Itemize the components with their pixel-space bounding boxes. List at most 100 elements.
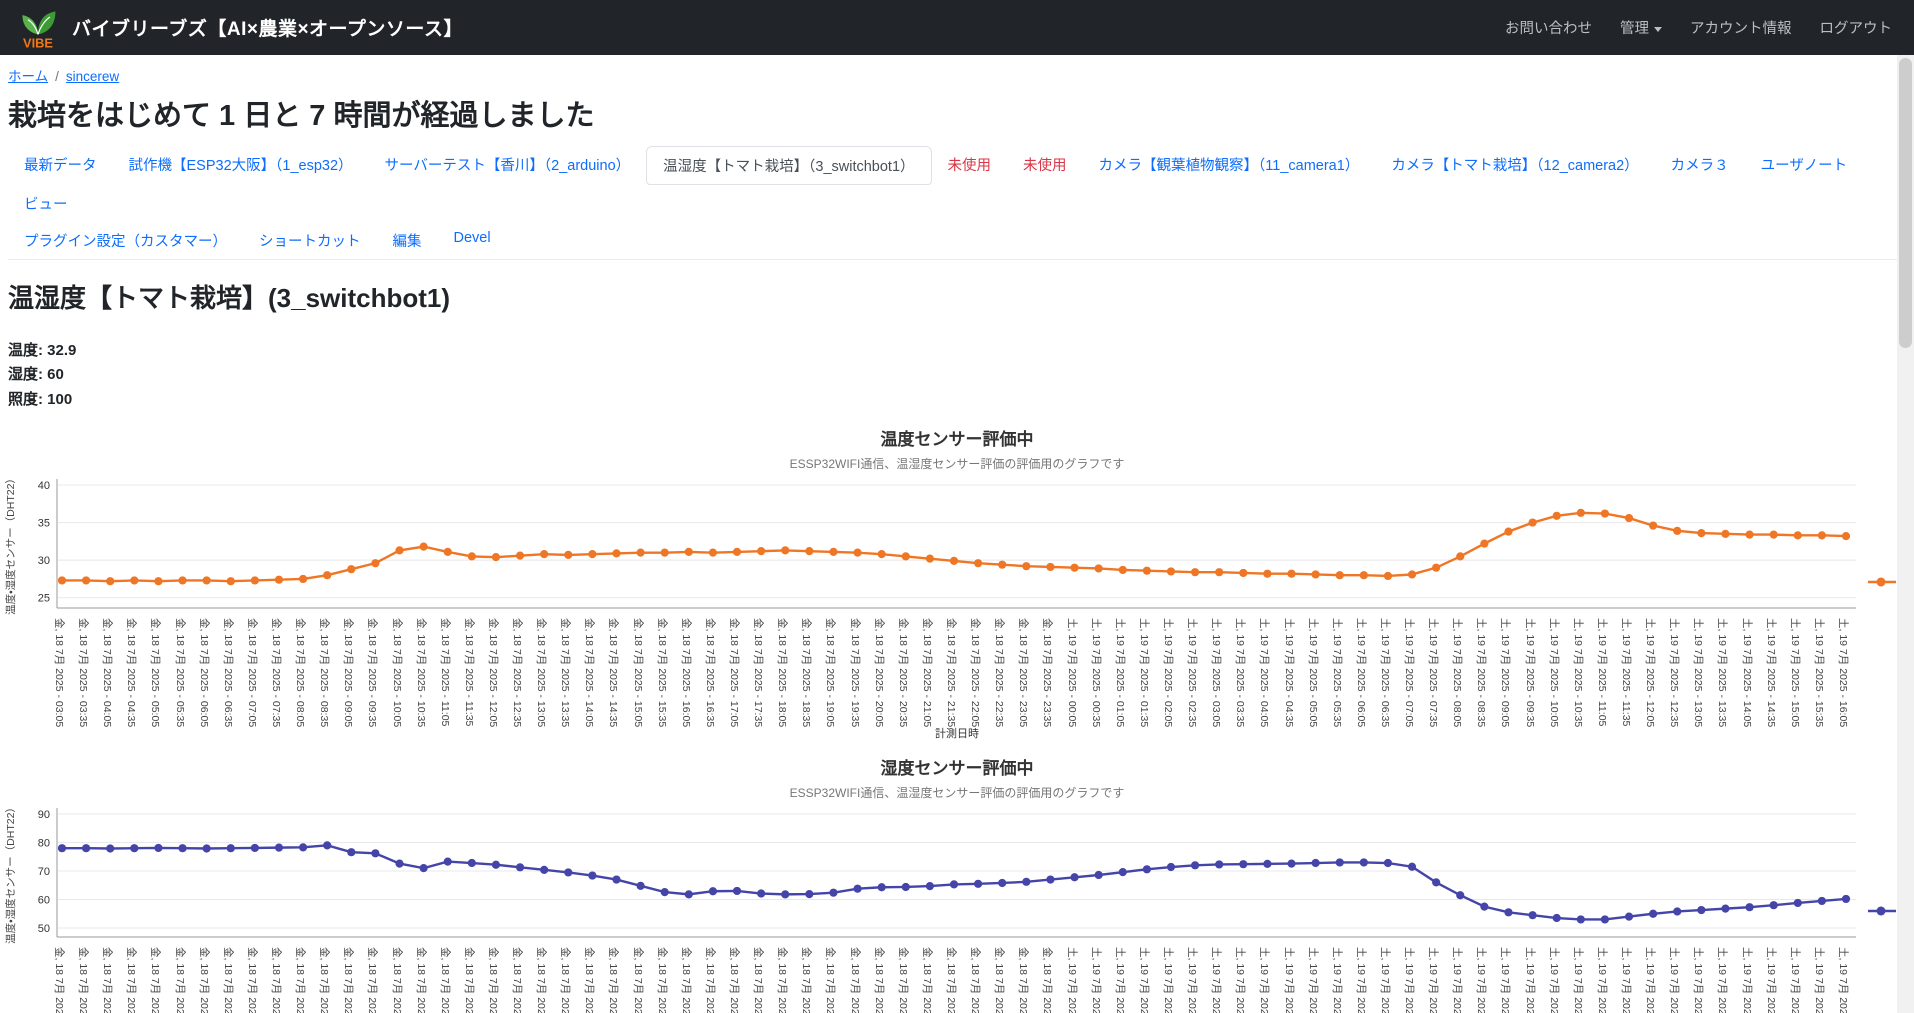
x-tick-label: 土, 19 7月 2025 - 03:35	[1234, 617, 1247, 728]
x-tick-label: 金, 18 7月 2025 - 15:35	[655, 617, 668, 728]
x-tick-label: 金, 18 7月 2025 - 08:35	[318, 617, 331, 728]
x-tick-label: 土, 19 7月 2025 - 10:35	[1571, 946, 1584, 1013]
x-tick-label: 土, 19 7月 2025 - 04:35	[1282, 946, 1295, 1013]
x-tick-label: 土, 19 7月 2025 - 12:35	[1668, 617, 1681, 728]
x-tick-label: 金, 18 7月 2025 - 11:05	[438, 617, 451, 727]
humidity-chart-title: 湿度センサー評価中	[880, 758, 1034, 778]
temperature-chart-plot: 40 35 30 25 温度・湿度センサー（DHT22） 金, 18 7月 2025 - …	[0, 473, 1914, 737]
tab-esp32-osaka[interactable]: 試作機【ESP32大阪】（1_esp32）	[128, 158, 353, 174]
x-tick-label: 土, 19 7月 2025 - 11:35	[1620, 946, 1633, 1013]
tab-unused-2[interactable]: 未使用	[1023, 158, 1067, 174]
x-tick-label: 金, 18 7月 2025 - 19:35	[848, 617, 861, 728]
x-tick-label: 金, 18 7月 2025 - 15:05	[631, 946, 644, 1013]
x-tick-label: 金, 18 7月 2025 - 23:35	[1041, 946, 1054, 1013]
logout-link[interactable]: ログアウト	[1819, 21, 1893, 37]
x-tick-label: 土, 19 7月 2025 - 02:35	[1186, 946, 1199, 1013]
account-info-link[interactable]: アカウント情報	[1690, 21, 1792, 37]
x-tick-label: 土, 19 7月 2025 - 15:05	[1788, 946, 1801, 1013]
x-tick-label: 土, 19 7月 2025 - 14:05	[1740, 946, 1753, 1013]
x-tick-label: 金, 18 7月 2025 - 13:05	[535, 946, 548, 1013]
x-tick-label: 土, 19 7月 2025 - 01:35	[1137, 617, 1150, 728]
x-tick-label: 土, 19 7月 2025 - 09:05	[1499, 946, 1512, 1013]
x-tick-label: 土, 19 7月 2025 - 16:05	[1837, 617, 1849, 728]
tab-shortcut[interactable]: ショートカット	[259, 234, 361, 250]
breadcrumb-separator: /	[55, 69, 59, 84]
x-tick-label: 金, 18 7月 2025 - 23:05	[1017, 617, 1030, 728]
tab-camera1[interactable]: カメラ【観葉植物観察】（11_camera1）	[1098, 158, 1360, 174]
breadcrumb-current-link[interactable]: sincerew	[65, 69, 120, 84]
x-tick-label: 土, 19 7月 2025 - 10:05	[1547, 946, 1560, 1013]
x-tick-label: 土, 19 7月 2025 - 09:35	[1523, 946, 1536, 1013]
temperature-x-axis-title: 計測日時	[935, 727, 979, 740]
dropdown-caret-icon	[1654, 26, 1662, 32]
x-tick-label: 土, 19 7月 2025 - 09:35	[1523, 617, 1536, 728]
tab-view[interactable]: ビュー	[24, 197, 68, 213]
x-tick-label: 土, 19 7月 2025 - 08:05	[1451, 946, 1464, 1013]
x-tick-label: 土, 19 7月 2025 - 01:05	[1113, 617, 1126, 728]
x-tick-label: 金, 18 7月 2025 - 03:05	[53, 617, 65, 728]
x-tick-label: 金, 18 7月 2025 - 15:35	[655, 946, 668, 1013]
x-tick-label: 金, 18 7月 2025 - 11:05	[438, 946, 451, 1013]
x-tick-label: 土, 19 7月 2025 - 10:35	[1571, 617, 1584, 728]
x-tick-label: 金, 18 7月 2025 - 04:35	[125, 946, 138, 1013]
tab-user-note[interactable]: ユーザノート	[1760, 158, 1848, 174]
x-tick-label: 土, 19 7月 2025 - 15:35	[1812, 946, 1825, 1013]
x-tick-label: 土, 19 7月 2025 - 02:35	[1186, 617, 1199, 728]
x-tick-label: 土, 19 7月 2025 - 16:05	[1837, 946, 1849, 1013]
tab-camera2[interactable]: カメラ【トマト栽培】（12_camera2）	[1391, 158, 1639, 174]
x-tick-label: 金, 18 7月 2025 - 03:35	[77, 617, 90, 728]
x-tick-label: 金, 18 7月 2025 - 18:05	[776, 946, 789, 1013]
x-tick-label: 土, 19 7月 2025 - 12:05	[1644, 617, 1657, 728]
x-tick-label: 土, 19 7月 2025 - 07:05	[1403, 617, 1416, 728]
x-tick-label: 金, 18 7月 2025 - 16:35	[703, 617, 716, 728]
x-tick-label: 金, 18 7月 2025 - 09:05	[342, 946, 355, 1013]
x-tick-label: 金, 18 7月 2025 - 09:05	[342, 617, 355, 728]
breadcrumb-home-link[interactable]: ホーム	[8, 69, 49, 84]
x-tick-label: 金, 18 7月 2025 - 22:05	[969, 946, 982, 1013]
x-tick-label: 金, 18 7月 2025 - 23:05	[1017, 946, 1030, 1013]
x-tick-label: 土, 19 7月 2025 - 04:35	[1282, 617, 1295, 728]
x-tick-label: 土, 19 7月 2025 - 14:35	[1764, 617, 1777, 728]
tab-plugin-settings[interactable]: プラグイン設定（カスタマー）	[24, 234, 227, 250]
x-tick-label: 金, 18 7月 2025 - 14:05	[583, 946, 596, 1013]
x-tick-label: 金, 18 7月 2025 - 05:05	[149, 946, 162, 1013]
x-tick-label: 金, 18 7月 2025 - 20:05	[872, 946, 885, 1013]
x-tick-label: 土, 19 7月 2025 - 02:05	[1161, 946, 1174, 1013]
x-tick-label: 金, 18 7月 2025 - 12:05	[486, 946, 499, 1013]
x-tick-label: 金, 18 7月 2025 - 13:05	[535, 617, 548, 728]
x-tick-label: 土, 19 7月 2025 - 00:05	[1065, 946, 1078, 1013]
svg-text:VIBE: VIBE	[23, 35, 53, 50]
x-tick-label: 金, 18 7月 2025 - 04:05	[101, 946, 114, 1013]
contact-link[interactable]: お問い合わせ	[1505, 21, 1592, 37]
tab-unused-1[interactable]: 未使用	[947, 158, 992, 174]
tab-devel[interactable]: Devel	[453, 230, 491, 246]
x-tick-label: 金, 18 7月 2025 - 10:35	[414, 617, 427, 728]
x-tick-label: 金, 18 7月 2025 - 22:05	[969, 617, 982, 728]
vibe-leaves-logo-icon[interactable]: VIBE	[16, 6, 60, 50]
x-tick-label: 金, 18 7月 2025 - 06:05	[197, 617, 210, 728]
tab-server-test-kagawa[interactable]: サーバーテスト【香川】（2_arduino）	[384, 158, 631, 174]
x-tick-label: 土, 19 7月 2025 - 15:35	[1812, 617, 1825, 728]
x-tick-label: 土, 19 7月 2025 - 06:35	[1378, 946, 1391, 1013]
x-tick-label: 金, 18 7月 2025 - 09:35	[366, 946, 379, 1013]
x-tick-label: 金, 18 7月 2025 - 16:05	[679, 617, 692, 728]
x-tick-label: 金, 18 7月 2025 - 07:35	[269, 946, 282, 1013]
x-tick-label: 金, 18 7月 2025 - 08:05	[294, 617, 307, 728]
tab-camera3[interactable]: カメラ３	[1670, 158, 1729, 174]
x-tick-label: 金, 18 7月 2025 - 12:35	[511, 946, 524, 1013]
tab-latest-data[interactable]: 最新データ	[24, 158, 97, 174]
tab-edit[interactable]: 編集	[392, 234, 422, 250]
scrollbar-thumb[interactable]	[1899, 58, 1912, 348]
x-tick-label: 土, 19 7月 2025 - 05:05	[1306, 617, 1319, 728]
x-tick-label: 土, 19 7月 2025 - 12:35	[1668, 946, 1681, 1013]
x-tick-label: 土, 19 7月 2025 - 14:05	[1740, 617, 1753, 728]
x-tick-label: 金, 18 7月 2025 - 15:05	[631, 617, 644, 728]
tab-switchbot1[interactable]: 温湿度【トマト栽培】（3_switchbot1）	[646, 146, 932, 185]
x-tick-label: 金, 18 7月 2025 - 10:05	[390, 617, 403, 728]
x-tick-label: 金, 18 7月 2025 - 08:35	[318, 946, 331, 1013]
x-tick-label: 土, 19 7月 2025 - 05:05	[1306, 946, 1319, 1013]
vertical-scrollbar[interactable]	[1897, 55, 1914, 1013]
x-tick-label: 土, 19 7月 2025 - 11:05	[1595, 617, 1608, 727]
x-tick-label: 土, 19 7月 2025 - 01:35	[1137, 946, 1150, 1013]
admin-menu[interactable]: 管理	[1620, 17, 1662, 38]
